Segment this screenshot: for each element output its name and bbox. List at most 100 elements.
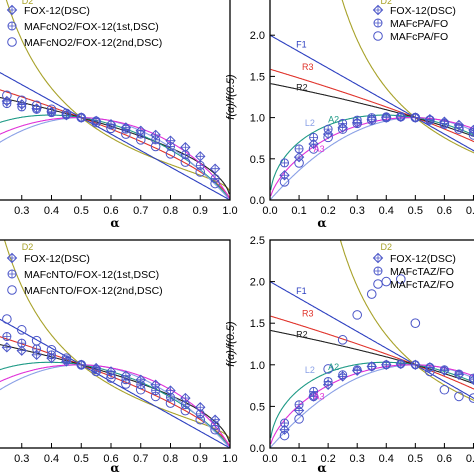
panel-bottom-right: 0.0 0.1 0.2 0.3 0.4 0.5 0.6 0.7 0.0 0.5 1.0 1.5 2.0 2… [225, 235, 474, 474]
y-tick-label: 0.0 [250, 443, 265, 455]
plot-area [0, 240, 230, 448]
y-tick-label: 2.5 [250, 235, 265, 247]
model-curve-r2 [0, 343, 230, 443]
open-circle-marker [425, 366, 435, 377]
data-point [367, 361, 377, 371]
x-tick-label: 0.3 [350, 453, 365, 465]
legend-label: MAFcTAZ/FO [390, 266, 454, 278]
data-point [294, 144, 304, 154]
legend-entry: MAFcNTO/FOX-12(1st,DSC) [7, 269, 159, 281]
open-circle-marker [337, 335, 348, 345]
open-circle-marker [121, 379, 131, 389]
curve-label-f1: F1 [296, 40, 307, 50]
cross-mark [440, 119, 449, 128]
cross-mark [373, 253, 383, 263]
data-point [210, 178, 220, 189]
cross-mark [382, 112, 391, 121]
open-circle-marker [180, 157, 191, 167]
x-axis-label: α [317, 216, 326, 230]
x-axis-label: α [317, 461, 326, 474]
data-point [294, 158, 304, 168]
data-point [106, 373, 116, 383]
plot-frame [269, 239, 474, 449]
cross-mark [454, 369, 463, 378]
x-tick-label: 0.5 [408, 205, 423, 217]
cross-mark [17, 339, 26, 348]
data-point [150, 391, 161, 402]
curve-label-a3: A3 [314, 144, 325, 154]
panel-top-left: 0.20.30.40.50.60.70.80.91.0αD2FOX-12(DSC… [0, 0, 238, 230]
cross-mark [396, 359, 405, 368]
legend-label: MAFcTAZ/FO [390, 279, 454, 291]
open-circle-marker [396, 111, 406, 122]
cross-mark [151, 386, 160, 395]
data-point [151, 386, 161, 396]
data-point [454, 124, 464, 134]
data-point [439, 119, 450, 129]
curve-label-a3: A3 [314, 392, 325, 402]
legend-entry: MAFcPA/FO [373, 18, 448, 30]
data-point [91, 117, 101, 128]
open-circle-marker [16, 325, 27, 335]
data-point [76, 360, 87, 370]
legend-label: MAFcPA/FO [390, 18, 448, 30]
cross-mark [181, 400, 190, 409]
cross-mark [374, 267, 382, 275]
data-point [121, 379, 131, 389]
data-point [352, 310, 363, 320]
data-point [209, 163, 221, 174]
cross-mark [324, 125, 333, 134]
data-point [91, 366, 101, 377]
cross-mark [353, 365, 362, 374]
x-tick-label: 0.9 [193, 205, 208, 217]
plot-area [270, 0, 474, 200]
y-tick-label: 0.0 [250, 195, 265, 207]
open-circle-marker [180, 405, 191, 416]
cross-mark [196, 409, 205, 418]
x-tick-label: 0.7 [466, 453, 474, 465]
data-point [17, 338, 27, 348]
cross-mark [367, 113, 376, 122]
open-circle-marker [366, 115, 377, 125]
data-point [180, 400, 190, 410]
data-point [210, 424, 220, 435]
x-axis-label: α [110, 461, 119, 474]
model-curve-f1 [0, 71, 230, 200]
model-curve-r2 [270, 83, 474, 137]
data-point [135, 135, 146, 145]
data-point [180, 405, 191, 416]
data-point [135, 384, 146, 395]
data-point [323, 124, 333, 134]
data-point [439, 384, 450, 395]
data-point [1, 342, 13, 353]
data-point [309, 386, 319, 396]
cross-mark [2, 332, 11, 341]
data-point [338, 370, 348, 380]
data-point [136, 129, 146, 139]
x-tick-label: 0.8 [163, 205, 178, 217]
open-circle-marker [195, 414, 206, 425]
cross-mark [2, 342, 12, 352]
data-point [31, 335, 42, 346]
open-circle-marker [454, 391, 464, 402]
data-point [337, 335, 348, 345]
data-point [294, 414, 304, 424]
cross-mark [136, 130, 145, 139]
x-tick-label: 0.4 [379, 205, 394, 217]
open-circle-marker [61, 108, 72, 119]
x-tick-label: 0.6 [437, 205, 452, 217]
data-point [468, 393, 474, 403]
x-tick-label: 0.0 [262, 205, 277, 217]
data-point [121, 129, 131, 139]
data-point [410, 112, 421, 123]
legend-label: MAFcNTO/FOX-12(2nd,DSC) [24, 285, 163, 297]
data-point [210, 174, 220, 184]
open-circle-marker [323, 132, 333, 143]
cross-mark [7, 253, 17, 263]
cross-mark [469, 374, 474, 383]
open-circle-marker [91, 117, 101, 128]
open-circle-marker [323, 364, 333, 374]
open-circle-marker [410, 318, 421, 329]
x-tick-label: 1.0 [222, 453, 237, 465]
open-circle-marker [396, 274, 406, 284]
